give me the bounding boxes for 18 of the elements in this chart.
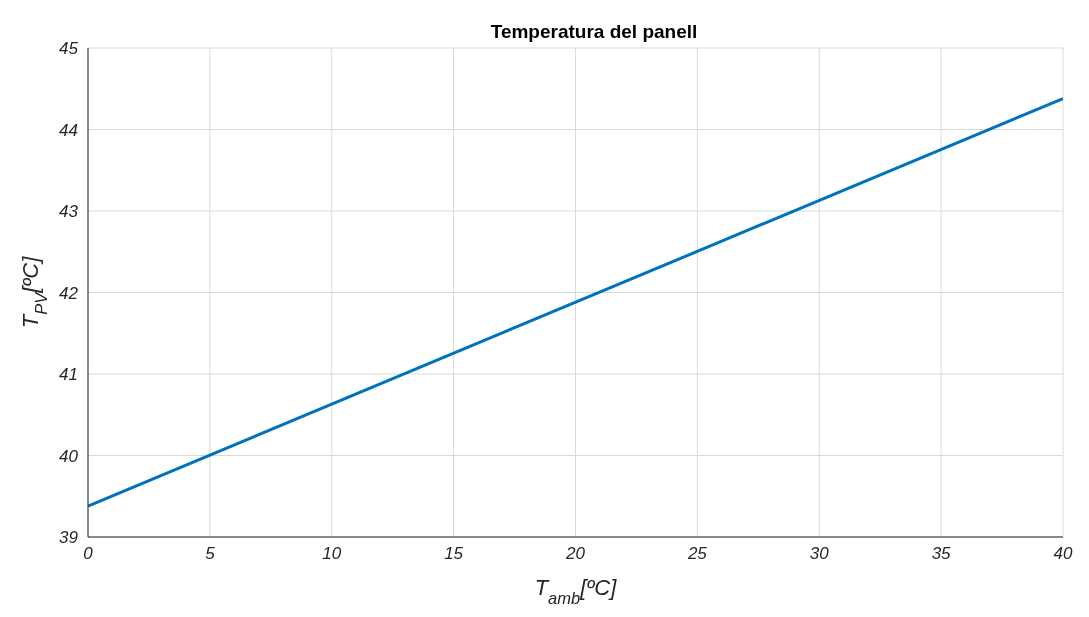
- x-tick-label: 40: [1053, 544, 1073, 564]
- y-tick-label: 39: [59, 528, 79, 548]
- chart-title: Temperatura del panell: [490, 21, 698, 42]
- x-tick-label: 0: [83, 544, 94, 564]
- y-tick-label: 40: [59, 446, 79, 466]
- x-tick-label: 30: [809, 544, 830, 564]
- x-tick-label: 20: [565, 544, 586, 564]
- y-tick-label: 44: [59, 120, 78, 140]
- x-tick-label: 5: [205, 544, 216, 564]
- x-tick-label: 15: [444, 544, 464, 564]
- y-tick-label: 43: [59, 202, 79, 222]
- x-axis-title: T$_{amb}$[ºC]: [534, 575, 618, 607]
- y-tick-label: 45: [59, 39, 79, 59]
- x-tick-label: 10: [322, 544, 342, 564]
- y-tick-label: 41: [59, 365, 78, 385]
- y-tick-label: 42: [59, 283, 79, 303]
- x-tick-label: 25: [686, 544, 708, 564]
- x-tick-label: 35: [931, 544, 952, 564]
